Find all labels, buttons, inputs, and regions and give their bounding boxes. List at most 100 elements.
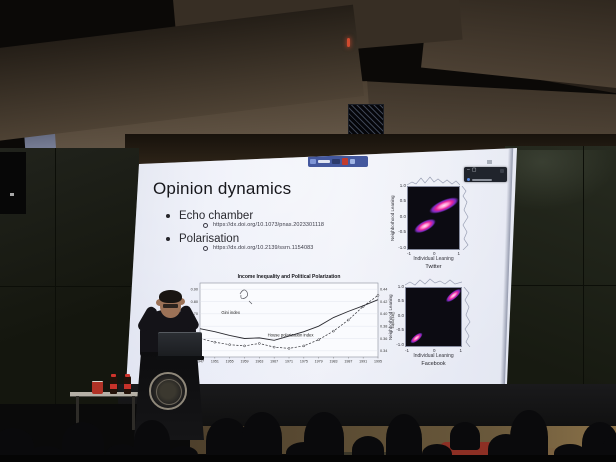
- tick-label: 0.5: [397, 298, 404, 304]
- toolbar-button: [500, 168, 504, 173]
- toolbar-text-blur: [318, 160, 330, 163]
- wall-seam: [505, 285, 616, 286]
- svg-text:House polarization index: House polarization index: [268, 332, 315, 337]
- marginal-histogram: [405, 278, 462, 286]
- plot-caption: Twitter: [425, 264, 442, 270]
- scatter-twitter: [407, 186, 460, 250]
- tick-label: 1: [459, 348, 462, 353]
- wall-seam: [583, 146, 584, 462]
- x-axis-label: Individual Leaning: [413, 353, 454, 359]
- sub-bullet-icon: [203, 245, 208, 251]
- svg-text:1947: 1947: [196, 360, 204, 364]
- svg-text:0.44: 0.44: [380, 288, 387, 292]
- svg-text:0.90: 0.90: [191, 288, 198, 292]
- window-chrome-icon: [487, 160, 492, 164]
- bottle-label: [110, 384, 117, 389]
- bottle-label: [124, 384, 131, 389]
- sub-bullet-icon: [203, 222, 208, 228]
- tick-label: -0.5: [396, 327, 404, 333]
- marginal-histogram: [463, 287, 471, 347]
- y-axis-ticks: 1.0 0.5 0.0 -0.5 -1.0: [395, 284, 404, 347]
- cola-bottle: [110, 374, 117, 394]
- bullet-sub-item: https://dx.doi.org/10.1073/pnas.20233011…: [203, 222, 324, 228]
- wall-seam: [0, 286, 139, 287]
- bullet-item: Echo chamber: [166, 210, 253, 222]
- doi-link: https://dx.doi.org/10.2139/ssrn.1154083: [213, 245, 314, 251]
- y-axis-label: Neighborhood Leaning: [390, 195, 395, 241]
- svg-text:1967: 1967: [270, 360, 278, 364]
- scatter-facebook: [405, 287, 462, 347]
- bullet-item: Polarisation: [166, 233, 239, 245]
- tick-label: -1: [407, 251, 412, 256]
- audience-head: [242, 412, 282, 462]
- svg-text:1959: 1959: [241, 360, 249, 364]
- window-icon: ▢: [471, 167, 477, 173]
- tick-label: 0.5: [399, 198, 406, 204]
- bottom-shadow: [0, 455, 616, 462]
- svg-text:1963: 1963: [255, 360, 263, 364]
- toolbar-text-blur: [472, 178, 492, 181]
- presenter-hand: [177, 298, 185, 305]
- svg-text:1971: 1971: [285, 360, 293, 364]
- wall-speaker-box: [0, 152, 26, 214]
- tick-label: -0.5: [398, 229, 406, 235]
- toolbar-segment: [310, 159, 316, 164]
- y-axis-ticks: 1.0 0.5 0.0 -0.5 -1.0: [397, 183, 406, 250]
- ceiling: [0, 0, 616, 152]
- doi-link: https://dx.doi.org/10.1073/pnas.20233011…: [213, 222, 325, 228]
- svg-text:0.40: 0.40: [380, 312, 387, 316]
- audience-head: [304, 412, 344, 462]
- tick-label: 0: [432, 348, 436, 353]
- tick-label: 1.0: [397, 284, 404, 289]
- wall-sign: [10, 193, 14, 196]
- tick-label: 1.0: [399, 183, 406, 188]
- bottle-cap: [111, 374, 116, 377]
- marginal-histogram: [407, 176, 460, 186]
- bullet-icon: [166, 214, 170, 218]
- svg-text:Income Inequality and Politica: Income Inequality and Political Polariza…: [238, 274, 341, 280]
- svg-text:0.38: 0.38: [380, 325, 387, 329]
- svg-text:1979: 1979: [315, 360, 323, 364]
- marginal-histogram: [461, 186, 469, 250]
- audience-head: [450, 422, 480, 450]
- laptop-base: [156, 356, 204, 360]
- audience-head: [510, 410, 548, 462]
- laptop: [158, 332, 202, 359]
- x-axis-ticks: -1 0 1: [407, 251, 460, 256]
- bottle-cap: [125, 374, 130, 377]
- density-blob: [443, 288, 461, 305]
- slide: – ▢ Opinion dynamics Echo chamber https:…: [125, 148, 517, 402]
- bullet-icon: [166, 237, 170, 241]
- svg-text:1951: 1951: [211, 360, 219, 364]
- floating-toolbar: – ▢: [464, 167, 507, 182]
- status-light: [347, 38, 350, 47]
- svg-text:1991: 1991: [359, 360, 367, 364]
- svg-text:1955: 1955: [226, 360, 234, 364]
- side-table: [70, 392, 142, 397]
- bullet-label: Echo chamber: [179, 210, 254, 222]
- plot-caption: Facebook: [421, 361, 446, 367]
- camera-dot-icon: [467, 178, 470, 181]
- minimize-icon: –: [467, 167, 470, 173]
- wall-seam: [55, 148, 56, 410]
- svg-text:1995: 1995: [374, 360, 382, 364]
- bullet-sub-item: https://dx.doi.org/10.2139/ssrn.1154083: [203, 245, 313, 251]
- audience-head: [386, 414, 422, 462]
- svg-text:0.80: 0.80: [191, 300, 198, 304]
- svg-text:Gini index: Gini index: [391, 312, 395, 329]
- tick-label: 0: [432, 251, 436, 256]
- stop-share-icon: [342, 158, 348, 165]
- y-axis-label: Neighborhood Leaning: [388, 294, 393, 340]
- x-axis-label: Individual Leaning: [413, 256, 454, 262]
- cola-bottle: [124, 374, 131, 394]
- seal-inner-ring: [156, 379, 182, 405]
- red-cup: [92, 381, 103, 394]
- tick-label: -1: [405, 348, 410, 353]
- density-blob: [427, 193, 459, 218]
- presenter-toolbar: [308, 156, 368, 167]
- x-axis-ticks: -1 0 1: [405, 348, 462, 353]
- tick-label: 0.0: [399, 213, 406, 219]
- presenter-hair: [159, 290, 182, 303]
- tick-label: 1: [457, 251, 460, 256]
